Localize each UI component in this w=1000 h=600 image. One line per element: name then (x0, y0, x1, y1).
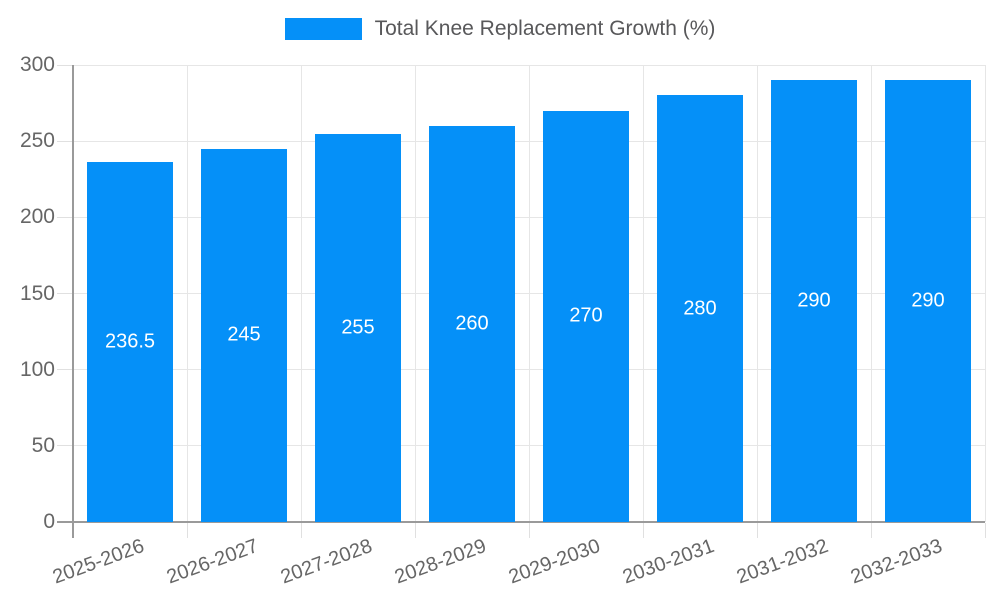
bar: 270 (543, 110, 629, 522)
x-axis-tick-label: 2028-2029 (392, 535, 490, 589)
y-axis-tick-label: 300 (19, 53, 55, 76)
x-axis-tick-label: 2027-2028 (278, 535, 376, 589)
x-axis-tick-label: 2025-2026 (50, 535, 148, 589)
y-tick-mark (57, 293, 73, 294)
bar: 245 (201, 148, 287, 522)
gridline-vertical (870, 65, 872, 522)
x-axis-tick-label: 2029-2030 (506, 535, 604, 589)
x-axis-tick-label: 2032-2033 (848, 535, 946, 589)
x-tick-mark (186, 523, 188, 538)
x-tick-mark (414, 523, 416, 538)
plot-area: 0 50 100 150 200 250 300 236.5 2025-2026 245 2026-… (20, 53, 986, 588)
x-axis-tick-label: 2030-2031 (620, 535, 718, 589)
x-tick-mark (756, 523, 758, 538)
y-tick-mark (57, 140, 73, 142)
bar-value-label: 290 (911, 289, 945, 312)
gridline-vertical (186, 65, 188, 522)
bar-value-label: 236.5 (104, 330, 156, 353)
legend-swatch (284, 18, 362, 40)
x-tick-mark (300, 523, 302, 538)
legend: Total Knee Replacement Growth (%) (0, 17, 1000, 41)
gridline-vertical (642, 65, 644, 522)
bar-value-label: 245 (227, 323, 261, 346)
y-tick-mark (57, 64, 73, 66)
y-axis-tick-label: 50 (31, 433, 55, 457)
gridline-vertical (528, 65, 530, 522)
legend-label: Total Knee Replacement Growth (%) (374, 17, 716, 40)
gridline-vertical (984, 65, 986, 522)
y-tick-mark (57, 369, 73, 371)
x-tick-mark (984, 523, 986, 538)
x-axis-line (57, 521, 985, 523)
y-axis-tick-label: 250 (19, 129, 55, 153)
bar-value-label: 255 (341, 316, 375, 339)
y-axis-line (72, 65, 74, 538)
gridline-vertical (414, 65, 416, 522)
bar-value-label: 280 (683, 297, 717, 320)
x-tick-mark (870, 523, 872, 538)
bar: 236.5 (87, 161, 173, 522)
bar-value-label: 260 (455, 312, 489, 335)
x-tick-mark (528, 523, 530, 538)
y-tick-mark (57, 445, 73, 447)
y-tick-mark (57, 216, 73, 218)
y-axis-tick-label: 0 (43, 510, 55, 533)
bar: 260 (429, 125, 515, 522)
y-axis-tick-label: 200 (19, 205, 55, 229)
x-tick-mark (642, 523, 644, 538)
bar: 280 (657, 95, 743, 522)
x-axis-tick-label: 2031-2032 (734, 535, 832, 589)
bar: 290 (771, 80, 857, 522)
bar: 290 (885, 80, 971, 522)
x-axis-tick-label: 2026-2027 (164, 535, 262, 589)
y-axis-tick-label: 100 (19, 357, 55, 381)
y-axis-tick-label: 150 (19, 281, 55, 305)
bar-value-label: 290 (797, 289, 831, 312)
bar: 255 (315, 133, 401, 522)
gridline-vertical (300, 65, 302, 522)
bar-value-label: 270 (569, 304, 603, 327)
gridline-vertical (756, 65, 758, 522)
